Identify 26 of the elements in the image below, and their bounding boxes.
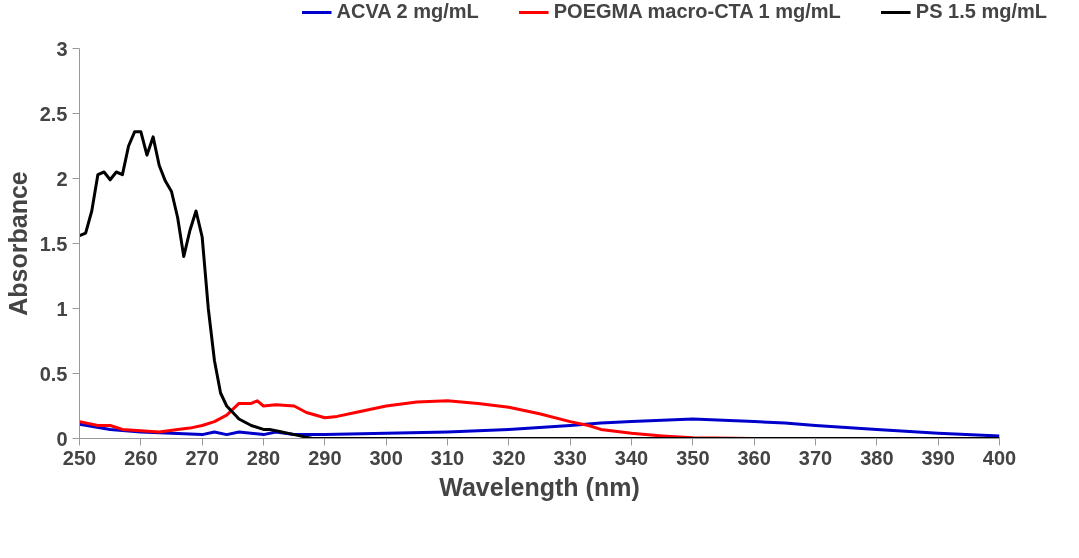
x-tick-label: 370 (798, 446, 833, 469)
x-tick-label: 280 (246, 446, 281, 469)
x-tick-label: 340 (614, 446, 649, 469)
y-tick-label: 1 (56, 297, 68, 320)
x-tick-label: 320 (492, 446, 526, 469)
x-tick-label: 330 (553, 446, 587, 469)
x-tick-label: 260 (124, 446, 158, 469)
y-tick-label: 0.5 (39, 362, 68, 385)
x-axis-title: Wavelength (nm) (439, 472, 640, 501)
x-tick-label: 310 (430, 446, 465, 469)
x-tick-label: 300 (369, 446, 403, 469)
x-tick-label: 290 (308, 446, 342, 469)
legend-label: ACVA 2 mg/mL (336, 0, 479, 23)
legend-label: PS 1.5 mg/mL (915, 0, 1047, 23)
legend-label: POEGMA macro-CTA 1 mg/mL (553, 0, 841, 23)
x-tick-label: 400 (982, 446, 1017, 469)
x-tick-label: 390 (921, 446, 955, 469)
x-tick-label: 360 (737, 446, 771, 469)
y-tick-label: 2 (56, 167, 68, 190)
y-tick-label: 2.5 (39, 102, 68, 125)
x-tick-label: 270 (185, 446, 219, 469)
x-tick-label: 380 (860, 446, 894, 469)
x-tick-label: 350 (676, 446, 710, 469)
y-axis-title: Absorbance (3, 171, 32, 316)
y-tick-label: 1.5 (39, 232, 68, 255)
y-tick-label: 3 (56, 37, 68, 60)
